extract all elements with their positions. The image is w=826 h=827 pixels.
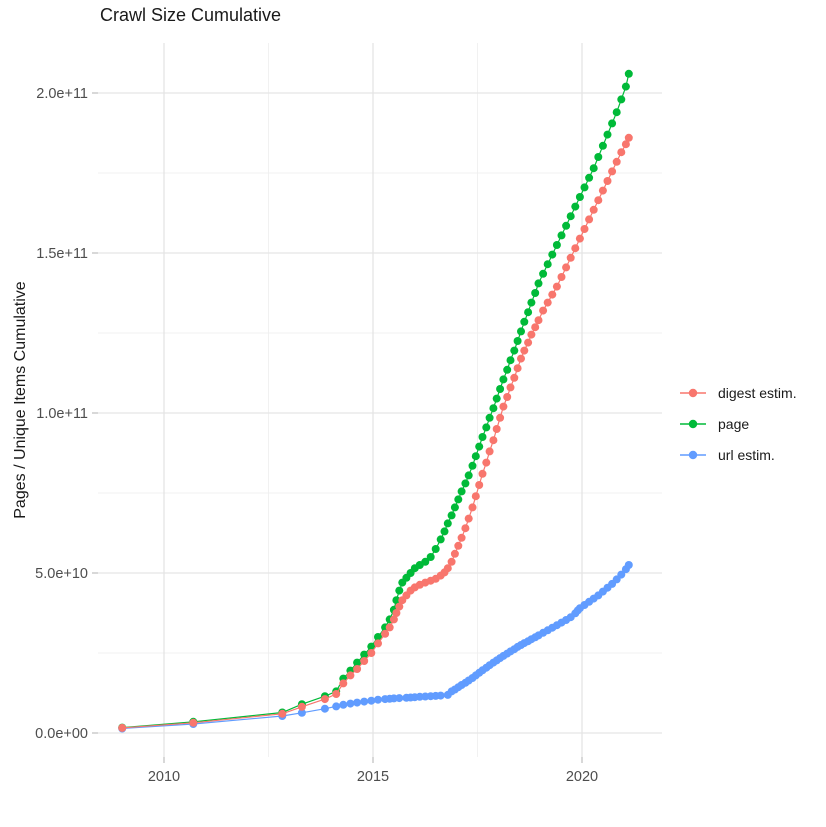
svg-text:2.0e+11: 2.0e+11 (36, 86, 88, 102)
legend-label: page (718, 415, 750, 432)
svg-text:1.0e+11: 1.0e+11 (36, 406, 88, 422)
gridlines-major (98, 43, 662, 757)
legend-item-digest-estim: digest estim. (677, 377, 797, 408)
legend-label: digest estim. (718, 384, 797, 401)
series-page (118, 69, 633, 732)
svg-text:2020: 2020 (566, 769, 598, 785)
x-tick-labels: 2010 2015 2020 (148, 769, 598, 785)
series-url-estim (118, 561, 633, 733)
svg-text:2015: 2015 (357, 769, 389, 785)
gridlines-minor (98, 43, 662, 757)
svg-text:1.5e+11: 1.5e+11 (36, 246, 88, 262)
legend-item-url-estim: url estim. (677, 439, 797, 470)
series-digest-estim (118, 133, 633, 732)
svg-text:5.0e+10: 5.0e+10 (35, 566, 88, 582)
svg-text:0.0e+00: 0.0e+00 (35, 726, 88, 742)
legend-key-line-dot-icon (680, 388, 706, 397)
svg-text:2010: 2010 (148, 769, 180, 785)
y-tick-labels: 0.0e+00 5.0e+10 1.0e+11 1.5e+11 2.0e+11 (35, 86, 88, 742)
legend: digest estim. page url estim. (677, 377, 797, 470)
legend-label: url estim. (718, 446, 775, 463)
chart-title: Crawl Size Cumulative (100, 5, 282, 25)
legend-key-line-dot-icon (680, 450, 706, 459)
axis-tick-marks (92, 92, 583, 763)
legend-key-line-dot-icon (680, 419, 706, 428)
legend-item-page: page (677, 408, 797, 439)
y-axis-title: Pages / Unique Items Cumulative (12, 281, 29, 519)
